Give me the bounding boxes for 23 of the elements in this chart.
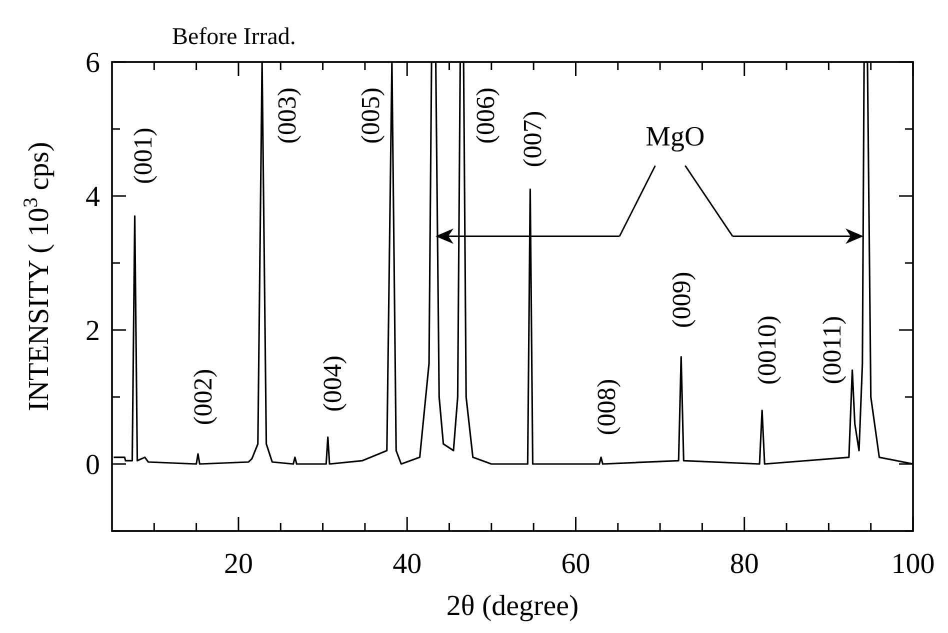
annotation: (004)	[318, 355, 348, 412]
annotation: (0010)	[752, 315, 782, 385]
annotation: (005)	[356, 87, 386, 144]
x-tick-label: 40	[392, 548, 422, 580]
annotation: (006)	[470, 87, 500, 144]
annotation: (007)	[518, 110, 547, 168]
annotation: (001)	[128, 128, 158, 184]
annotation: (003)	[272, 87, 302, 144]
annotation: (008)	[592, 378, 622, 436]
y-tick-label: 6	[86, 47, 100, 80]
x-tick-label: 100	[891, 548, 935, 580]
chart-title: Before Irrad.	[172, 24, 296, 50]
y-tick-label: 2	[86, 315, 100, 348]
annotation: (0011)	[817, 316, 846, 384]
x-axis-title: 2θ (degree)	[446, 590, 579, 622]
y-tick-label: 0	[86, 449, 100, 482]
annotation: MgO	[646, 122, 705, 152]
annotation: (009)	[667, 272, 696, 328]
x-tick-label: 20	[224, 548, 253, 580]
y-tick-label: 4	[86, 181, 100, 214]
annotation: (002)	[188, 368, 218, 426]
x-tick-label: 60	[561, 548, 590, 580]
x-tick-label: 80	[730, 548, 759, 580]
